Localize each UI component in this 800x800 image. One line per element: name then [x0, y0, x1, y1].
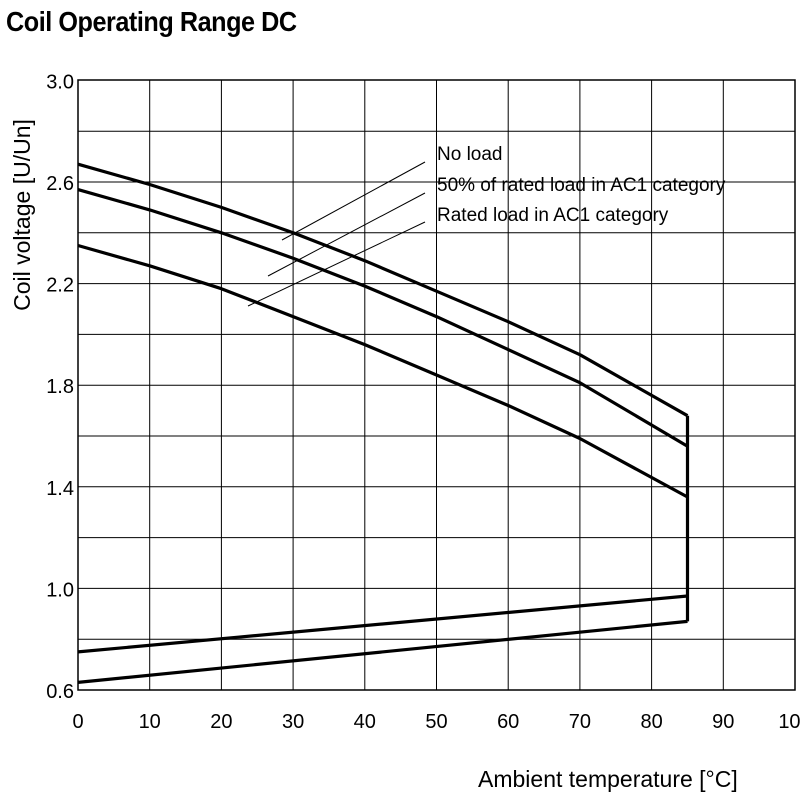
x-tick-label: 20 — [210, 711, 232, 733]
series-line-4 — [77, 594, 688, 654]
annotation-leader-3 — [247, 221, 426, 307]
annotation-label-3: Rated load in AC1 category — [437, 205, 669, 226]
x-tick-label: 70 — [569, 711, 591, 733]
y-tick-label: 2.6 — [46, 173, 74, 195]
y-axis-label: Coil voltage [U/Un] — [9, 119, 35, 311]
x-tick-label: 10 — [139, 711, 161, 733]
y-tick-label: 1.4 — [46, 478, 74, 500]
x-tick-label: 40 — [354, 711, 376, 733]
x-tick-labels: 0 10 20 30 40 50 60 70 80 90 100 — [72, 711, 800, 733]
series-line-3 — [77, 243, 689, 499]
x-axis-label: Ambient temperature [°C] — [478, 766, 738, 792]
x-tick-label: 100 — [778, 711, 800, 733]
data-curves — [77, 162, 690, 684]
annotation-label-1: No load — [437, 144, 503, 165]
x-tick-label: 0 — [72, 711, 83, 733]
grid — [77, 79, 796, 691]
x-tick-label: 80 — [640, 711, 662, 733]
x-tick-label: 50 — [425, 711, 447, 733]
x-tick-label: 30 — [282, 711, 304, 733]
annotation-leader-1 — [281, 161, 426, 241]
annotation-label-2: 50% of rated load in AC1 category — [437, 175, 726, 196]
y-tick-label: 3.0 — [46, 71, 74, 93]
series-line-2 — [77, 188, 689, 448]
series-line-5 — [77, 619, 688, 684]
x-tick-label: 60 — [497, 711, 519, 733]
x-tick-label: 90 — [712, 711, 734, 733]
chart-title: Coil Operating Range DC — [6, 6, 297, 37]
series-line-1 — [77, 162, 689, 418]
y-tick-label: 1.0 — [46, 579, 74, 601]
y-tick-label: 0.6 — [46, 681, 74, 703]
annotations: No load 50% of rated load in AC1 category… — [247, 144, 726, 307]
y-tick-label: 2.2 — [46, 275, 74, 297]
y-tick-labels: 3.0 2.6 2.2 1.8 1.4 1.0 0.6 — [46, 71, 74, 703]
annotation-leader-2 — [267, 192, 426, 277]
y-tick-label: 1.8 — [46, 376, 74, 398]
